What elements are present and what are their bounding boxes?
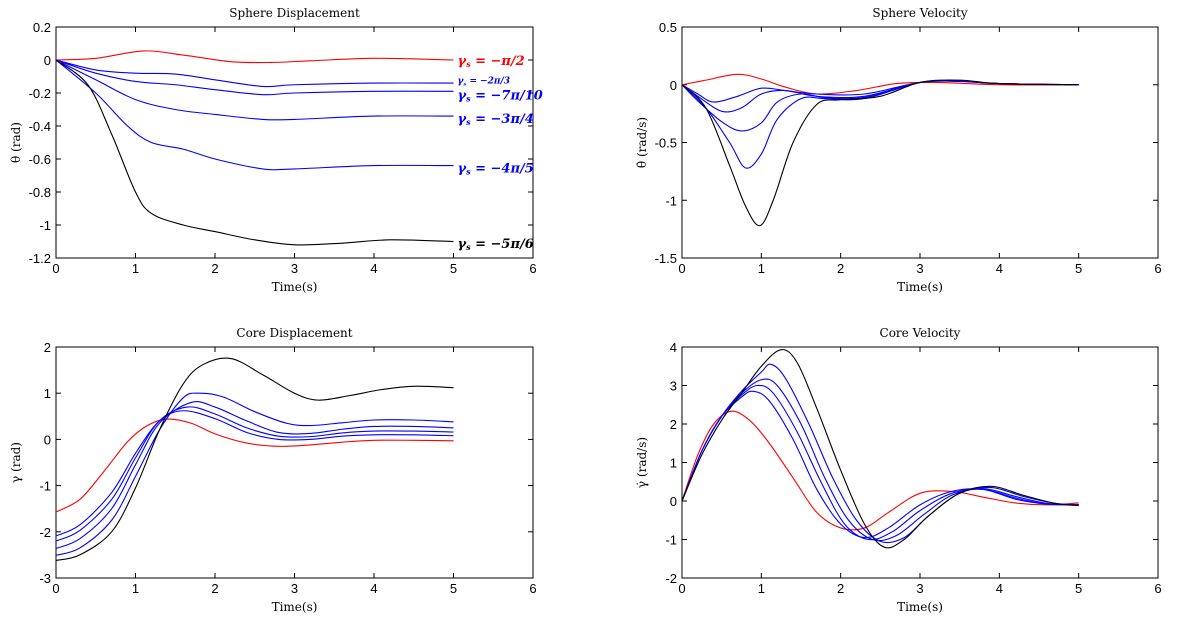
sphere-displacement-chart: Sphere Displacement 0 1 2 3 4 5 6 0.2 0 -0.2 -0.4 -0… (9, 6, 543, 294)
x-axis-label: Time(s) (897, 600, 943, 614)
x-tick-label: 4 (996, 261, 1003, 276)
x-tick-label: 5 (1075, 581, 1082, 596)
series-line-1 (56, 418, 454, 513)
series-line-6 (682, 79, 1079, 227)
y-tick-label: 0 (44, 53, 51, 68)
y-tick-label: 2 (44, 340, 51, 355)
y-tick-label: 1 (44, 386, 51, 401)
chart-title: Sphere Displacement (229, 6, 360, 20)
x-axis-label: Time(s) (897, 280, 943, 294)
curve-label: γs = −7π/10 (457, 89, 542, 104)
x-tick-label: 4 (370, 581, 377, 596)
series-line-6 (682, 349, 1079, 549)
curve-label: γs = −π/2 (457, 54, 524, 69)
x-tick-label: 6 (1154, 581, 1161, 596)
plot-frame (681, 346, 1159, 579)
x-tick-label: 3 (291, 581, 298, 596)
chart-title: Core Velocity (880, 326, 961, 340)
series-line-4 (56, 59, 454, 121)
x-tick-label: 0 (678, 581, 685, 596)
core-displacement-chart: Core Displacement 0 1 2 3 4 5 6 2 1 0 -1 -2 -3 Time(s)… (9, 326, 537, 614)
x-tick-label: 1 (132, 261, 139, 276)
plot-frame (55, 26, 534, 259)
y-tick-label: -1.2 (29, 251, 51, 266)
series-line-5 (682, 363, 1079, 544)
y-tick-label: -0.4 (29, 119, 51, 134)
x-axis-label: Time(s) (272, 280, 318, 294)
x-tick-label: 6 (529, 581, 536, 596)
series-line-2 (56, 59, 454, 88)
sphere-velocity-chart: Sphere Velocity 0 1 2 3 4 5 6 0.5 0 -0.5 -1 -1.5 Time… (635, 6, 1162, 294)
series-line-4 (682, 378, 1079, 542)
x-tick-label: 5 (450, 581, 457, 596)
x-tick-label: 5 (450, 261, 457, 276)
y-tick-label: -1 (39, 479, 51, 494)
core-velocity-chart: Core Velocity 0 1 2 3 4 5 6 4 3 2 1 0 -1 -2 Time(s) γ̇ (… (635, 326, 1162, 614)
series-line-6 (56, 59, 454, 246)
chart-title: Sphere Velocity (872, 6, 967, 20)
x-tick-label: 6 (529, 261, 536, 276)
y-tick-label: 0.5 (659, 20, 677, 35)
y-tick-label: 0 (44, 432, 51, 447)
y-axis-label: γ̇ (rad/s) (635, 437, 649, 488)
x-tick-label: 3 (916, 581, 923, 596)
curve-label: γs = −2π/3 (457, 76, 510, 87)
x-tick-label: 2 (837, 261, 844, 276)
x-tick-label: 1 (132, 581, 139, 596)
x-tick-label: 4 (370, 261, 377, 276)
x-tick-label: 5 (1075, 261, 1082, 276)
x-axis-label: Time(s) (272, 600, 318, 614)
x-tick-label: 6 (1154, 261, 1161, 276)
y-tick-label: -0.5 (655, 136, 677, 151)
y-axis-label: θ (rad) (9, 122, 23, 163)
y-tick-label: 4 (670, 340, 677, 355)
y-tick-label: 0.2 (33, 20, 51, 35)
chart-title: Core Displacement (236, 326, 352, 340)
series-line-4 (56, 401, 454, 549)
series-line-1 (56, 50, 454, 64)
x-tick-label: 1 (758, 581, 765, 596)
y-tick-label: 0 (670, 78, 677, 93)
x-tick-label: 3 (291, 261, 298, 276)
x-tick-label: 2 (837, 581, 844, 596)
series-line-5 (682, 80, 1079, 169)
plot-frame (55, 346, 534, 579)
curve-label: γs = −4π/5 (457, 161, 533, 176)
y-tick-label: -0.2 (29, 86, 51, 101)
y-tick-label: -2 (665, 571, 677, 586)
x-tick-label: 3 (916, 261, 923, 276)
y-tick-label: -0.8 (29, 185, 51, 200)
y-tick-label: -1 (665, 193, 677, 208)
series-line-6 (56, 357, 454, 561)
y-tick-label: -2 (39, 525, 51, 540)
y-axis-label: θ̇ (rad/s) (635, 117, 649, 168)
y-tick-label: -0.6 (29, 152, 51, 167)
y-tick-label: -3 (39, 571, 51, 586)
y-tick-label: 3 (670, 379, 677, 394)
x-tick-label: 4 (996, 581, 1003, 596)
x-tick-label: 0 (52, 581, 59, 596)
plot-frame (681, 26, 1159, 259)
y-tick-label: -1.5 (655, 251, 677, 266)
y-tick-label: 1 (670, 456, 677, 471)
series-line-2 (56, 410, 454, 537)
series-line-5 (56, 392, 454, 556)
y-tick-label: -1 (665, 533, 677, 548)
y-tick-label: 2 (670, 417, 677, 432)
series-line-5 (56, 59, 454, 171)
series-line-3 (56, 59, 454, 96)
y-axis-label: γ (rad) (9, 442, 23, 483)
x-tick-label: 0 (52, 261, 59, 276)
y-tick-label: 0 (670, 494, 677, 509)
curve-label: γs = −3π/4 (457, 112, 533, 127)
curve-label: γs = −5π/6 (457, 237, 533, 252)
x-tick-label: 2 (211, 581, 218, 596)
x-tick-label: 0 (678, 261, 685, 276)
series-line-3 (56, 406, 454, 542)
x-tick-label: 1 (758, 261, 765, 276)
y-tick-label: -1 (39, 218, 51, 233)
x-tick-label: 2 (211, 261, 218, 276)
